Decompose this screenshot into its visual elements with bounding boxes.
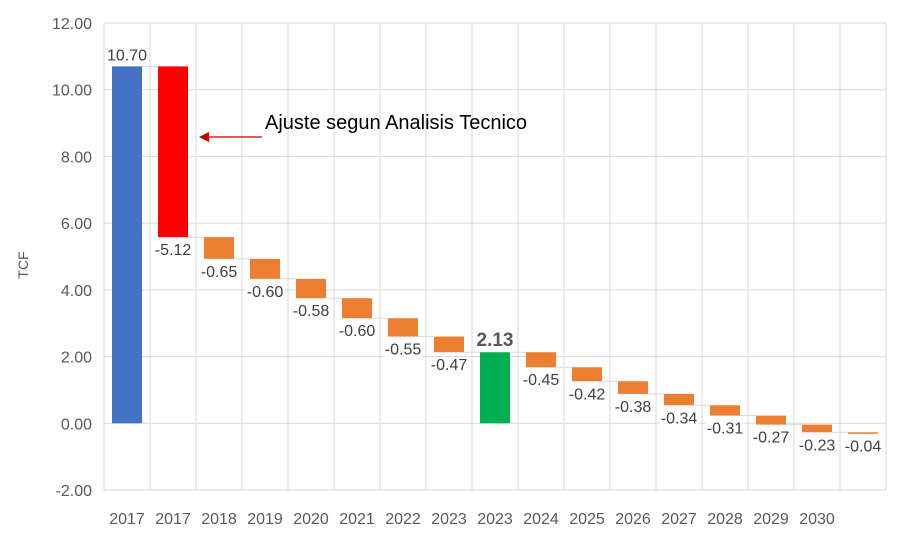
bar	[526, 352, 556, 368]
data-label: -0.23	[799, 437, 836, 454]
x-tick-label: 2017	[155, 511, 191, 528]
x-tick-label: 2018	[201, 511, 237, 528]
y-tick-label: 10.00	[52, 83, 92, 100]
data-label-background	[429, 357, 469, 375]
y-tick-labels: -2.00 0.00 2.00 4.00 6.00 8.00 10.00 12.00	[52, 16, 92, 500]
annotation-text: Ajuste segun Analisis Tecnico	[265, 112, 527, 134]
bar	[158, 66, 188, 238]
bar	[480, 352, 510, 424]
bar	[434, 336, 464, 353]
connectors	[142, 65, 848, 433]
y-tick-label: 2.00	[61, 350, 92, 367]
bars	[112, 66, 878, 434]
bar	[710, 405, 740, 416]
bar	[618, 381, 648, 394]
data-label: -0.42	[569, 386, 606, 403]
data-label: -0.60	[247, 284, 284, 301]
y-tick-label: 4.00	[61, 283, 92, 300]
y-tick-label: 8.00	[61, 149, 92, 166]
y-axis-title: TCF	[15, 251, 31, 278]
data-label: -0.47	[431, 357, 468, 374]
data-label: 2.13	[477, 330, 514, 351]
data-label-background	[567, 386, 607, 404]
data-label-background	[521, 372, 561, 390]
x-tick-labels: 2017 2017 2018 2019 2020 2021 2022 2023 2023 2024…	[109, 511, 835, 528]
gridlines	[103, 22, 887, 491]
x-tick-label: 2020	[293, 511, 329, 528]
annotation: Ajuste segun Analisis Tecnico	[199, 112, 527, 142]
data-label: -0.55	[385, 342, 422, 359]
bar	[204, 237, 234, 259]
data-labels: 10.70 -5.12 -0.65 -0.60 -0.58 -0.60 -0.55 -0.47…	[105, 47, 883, 456]
x-tick-label: 2021	[339, 511, 375, 528]
data-label-background	[291, 303, 331, 321]
bar	[296, 278, 326, 299]
bar	[848, 432, 878, 434]
data-label: -0.65	[201, 264, 238, 281]
annotation-arrow-head	[199, 132, 209, 142]
data-label: -0.58	[293, 303, 330, 320]
data-label-background	[659, 410, 699, 428]
bar	[388, 318, 418, 337]
data-label: -0.31	[707, 421, 744, 438]
x-tick-label: 2024	[523, 511, 559, 528]
y-tick-label: -2.00	[56, 483, 93, 500]
y-tick-label: 6.00	[61, 216, 92, 233]
data-label: -0.38	[615, 399, 652, 416]
bar	[572, 367, 602, 382]
bar	[756, 415, 786, 425]
x-tick-label: 2025	[569, 511, 605, 528]
x-tick-label: 2023	[477, 511, 513, 528]
x-tick-label: 2019	[247, 511, 283, 528]
data-label-background	[153, 242, 193, 260]
data-label: -0.60	[339, 323, 376, 340]
data-label-background	[751, 429, 791, 447]
x-tick-label: 2028	[707, 511, 743, 528]
data-label-background	[383, 341, 423, 359]
bar	[112, 66, 142, 424]
x-tick-label: 2030	[799, 511, 835, 528]
bar	[802, 424, 832, 433]
data-label: -0.45	[523, 372, 560, 389]
x-tick-label: 2027	[661, 511, 697, 528]
y-tick-label: 0.00	[61, 416, 92, 433]
data-label-background	[797, 437, 837, 455]
data-label: -0.27	[753, 430, 790, 447]
data-label: -0.04	[845, 439, 882, 456]
data-label-background	[199, 263, 239, 281]
x-tick-label: 2023	[431, 511, 467, 528]
bar	[250, 258, 280, 279]
bar	[342, 298, 372, 319]
data-label-background	[843, 438, 883, 456]
bar	[664, 393, 694, 406]
data-label: 10.70	[107, 47, 147, 64]
y-tick-label: 12.00	[52, 16, 92, 33]
data-label: -5.12	[155, 242, 192, 259]
x-tick-label: 2029	[753, 511, 789, 528]
data-label-background	[245, 283, 285, 301]
data-label-background	[705, 420, 745, 438]
x-tick-label: 2026	[615, 511, 651, 528]
data-label-background	[475, 330, 515, 352]
x-tick-label: 2017	[109, 511, 145, 528]
data-label: -0.34	[661, 410, 698, 427]
data-label-background	[613, 398, 653, 416]
data-label-background	[337, 323, 377, 341]
data-label-background	[105, 47, 149, 65]
x-tick-label: 2022	[385, 511, 421, 528]
